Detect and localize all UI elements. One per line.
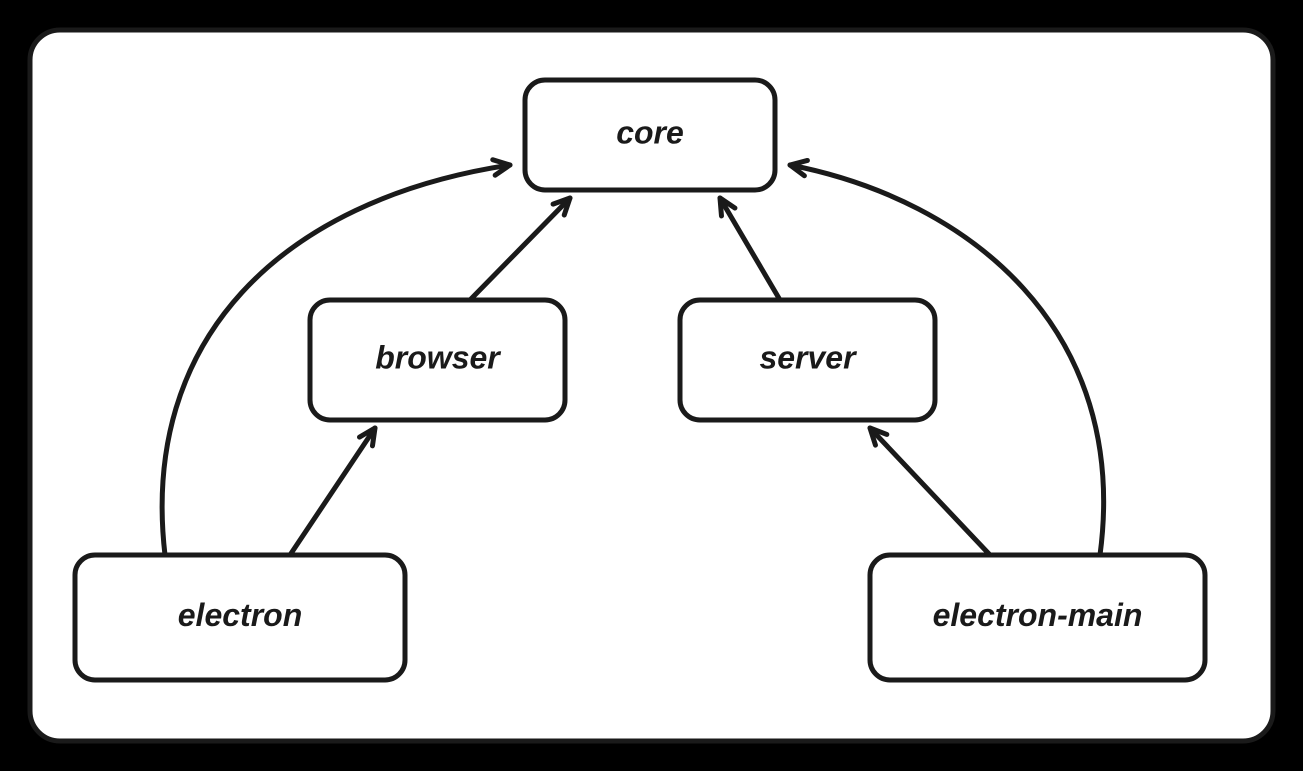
node-electron-main: electron-main	[870, 555, 1205, 680]
node-browser: browser	[310, 300, 565, 420]
node-label-core: core	[616, 114, 684, 150]
node-label-browser: browser	[375, 339, 501, 375]
node-label-electron-main: electron-main	[933, 597, 1143, 633]
node-core: core	[525, 80, 775, 190]
node-electron: electron	[75, 555, 405, 680]
node-server: server	[680, 300, 935, 420]
diagram-canvas: core browser server electron electron-main	[0, 0, 1303, 771]
diagram-root: core browser server electron electron-main	[0, 0, 1303, 771]
node-label-server: server	[759, 339, 857, 375]
node-label-electron: electron	[178, 597, 302, 633]
